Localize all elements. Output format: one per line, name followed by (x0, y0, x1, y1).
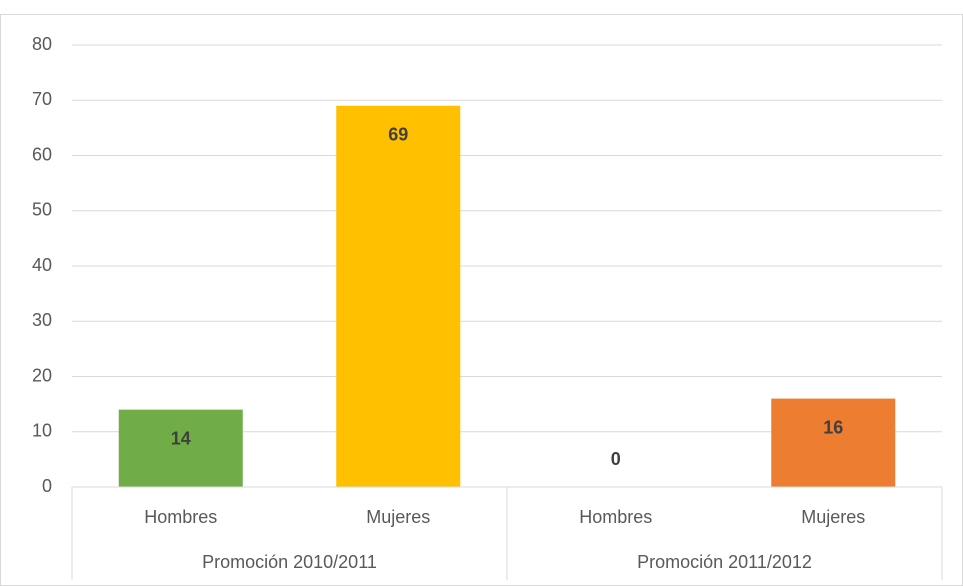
x-tick-label: Mujeres (366, 507, 430, 527)
value-label: 0 (611, 449, 621, 469)
y-tick-label: 60 (32, 144, 52, 164)
y-tick-label: 80 (32, 34, 52, 54)
value-label: 69 (388, 125, 408, 145)
x-tick-label: Hombres (144, 507, 217, 527)
value-label: 16 (823, 417, 843, 437)
value-label: 14 (171, 428, 191, 448)
bar (771, 398, 896, 487)
group-label: Promoción 2010/2011 (202, 552, 377, 572)
y-tick-label: 70 (32, 89, 52, 109)
group-label: Promoción 2011/2012 (637, 552, 812, 572)
y-tick-label: 50 (32, 200, 52, 220)
bar (118, 409, 243, 487)
bar (336, 105, 461, 488)
x-tick-label: Hombres (579, 507, 652, 527)
y-tick-label: 20 (32, 365, 52, 385)
y-tick-label: 10 (32, 421, 52, 441)
chart-frame (0, 14, 963, 586)
y-tick-label: 0 (42, 476, 52, 496)
y-tick-label: 40 (32, 255, 52, 275)
y-tick-label: 30 (32, 310, 52, 330)
x-tick-label: Mujeres (801, 507, 865, 527)
